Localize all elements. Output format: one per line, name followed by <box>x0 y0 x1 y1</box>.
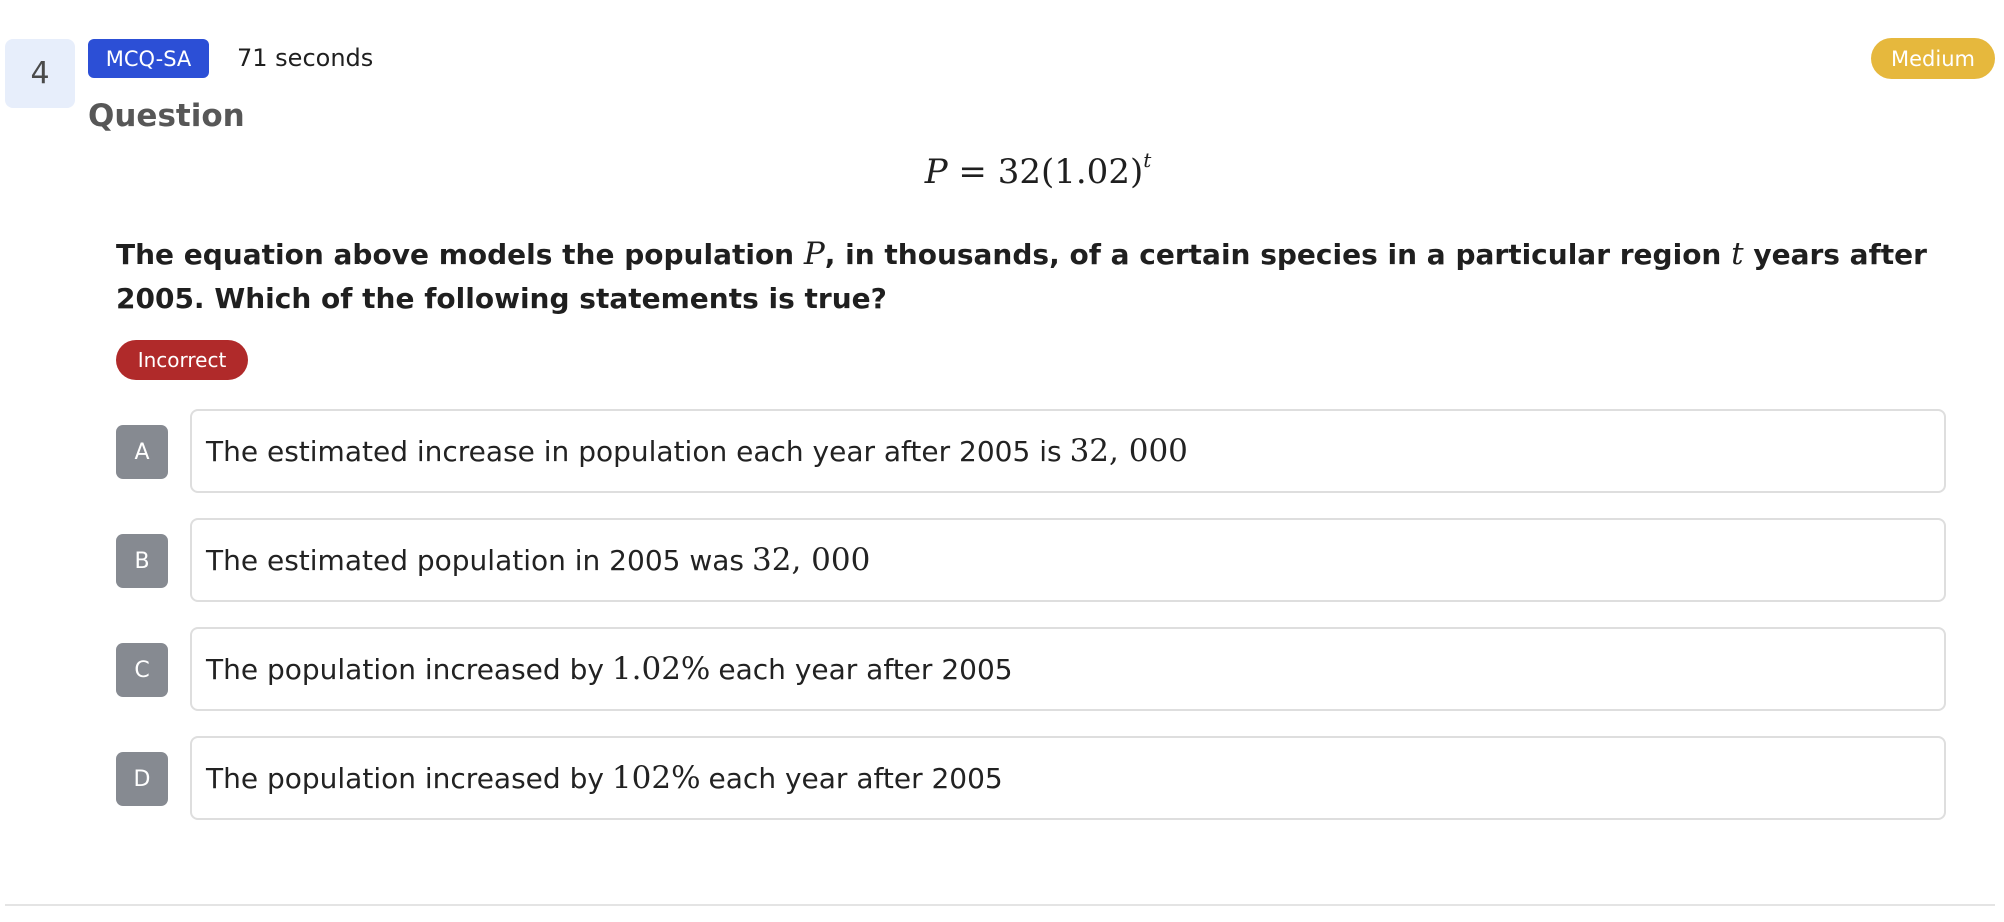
option-box[interactable]: The estimated population in 2005 was 32,… <box>190 518 1946 602</box>
question-text-part: , in thousands, of a certain species in … <box>824 238 1732 271</box>
status-badge: Incorrect <box>116 340 248 380</box>
question-text-part: years after 2005. Which of the following… <box>116 238 1927 315</box>
option-letter: B <box>116 534 168 588</box>
question-variable-t: t <box>1731 236 1744 272</box>
option-text-after: each year after 2005 <box>708 761 1003 795</box>
difficulty-badge: Medium <box>1871 38 1995 79</box>
option-box[interactable]: The population increased by 1.02% each y… <box>190 627 1946 711</box>
option-math: 102% <box>611 760 701 796</box>
option-b[interactable]: B The estimated population in 2005 was 3… <box>116 518 1948 606</box>
question-type-badge: MCQ-SA <box>88 39 209 78</box>
option-text: The population increased by <box>206 652 604 686</box>
option-box[interactable]: The population increased by 102% each ye… <box>190 736 1946 820</box>
option-letter: A <box>116 425 168 479</box>
option-d[interactable]: D The population increased by 102% each … <box>116 736 1948 824</box>
question-text-part: The equation above models the population <box>116 238 804 271</box>
option-text: The population increased by <box>206 761 604 795</box>
option-c[interactable]: C The population increased by 1.02% each… <box>116 627 1948 715</box>
question-text: The equation above models the population… <box>116 232 1946 321</box>
option-math: 1.02% <box>611 651 711 687</box>
equation-exponent: t <box>1143 148 1152 172</box>
option-text-after: each year after 2005 <box>718 652 1013 686</box>
bottom-divider <box>5 904 1995 906</box>
equation-rhs: = 32(1.02) <box>958 152 1144 192</box>
option-math: 32, 000 <box>752 542 871 578</box>
question-number: 4 <box>5 39 75 108</box>
equation: P = 32(1.02)t <box>0 148 2004 192</box>
option-a[interactable]: A The estimated increase in population e… <box>116 409 1948 497</box>
question-variable-p: P <box>803 236 825 272</box>
option-box[interactable]: The estimated increase in population eac… <box>190 409 1946 493</box>
time-spent: 71 seconds <box>237 44 374 72</box>
section-title: Question <box>88 98 245 134</box>
option-text: The estimated population in 2005 was <box>206 543 744 577</box>
option-math: 32, 000 <box>1069 433 1188 469</box>
equation-lhs: P <box>924 152 948 192</box>
option-letter: C <box>116 643 168 697</box>
option-text: The estimated increase in population eac… <box>206 434 1062 468</box>
option-letter: D <box>116 752 168 806</box>
